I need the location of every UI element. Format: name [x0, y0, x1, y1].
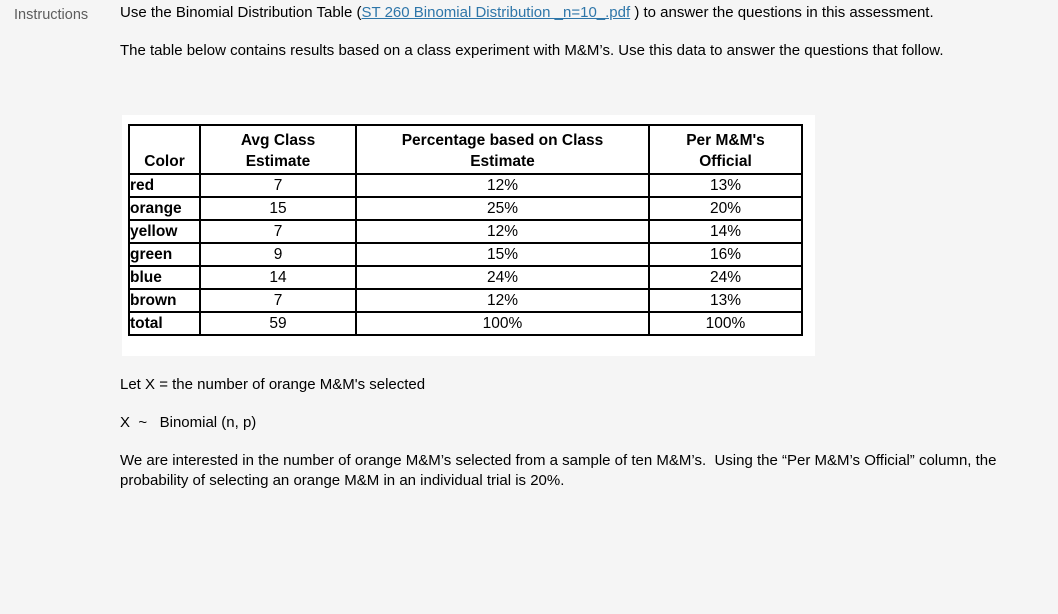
header-line: Avg Class: [240, 132, 316, 149]
value-cell: 7: [199, 288, 357, 313]
table-intro-paragraph: The table below contains results based o…: [120, 42, 944, 59]
header-line: Percentage based on Class: [401, 132, 604, 149]
header-line: Estimate: [470, 153, 535, 170]
header-percentage-class-estimate: Percentage based on Class Estimate: [355, 124, 650, 175]
value-cell: 100%: [648, 311, 803, 336]
value-cell: 14%: [648, 219, 803, 244]
table-row: blue 14 24% 24%: [128, 265, 803, 290]
value-cell: 15: [199, 196, 357, 221]
color-cell: total: [128, 311, 201, 336]
color-cell: yellow: [128, 219, 201, 244]
value-cell: 100%: [355, 311, 650, 336]
table-row: yellow 7 12% 14%: [128, 219, 803, 244]
mm-results-table: Color Avg Class Estimate Percentage base…: [128, 124, 803, 336]
color-cell: blue: [128, 265, 201, 290]
value-cell: 7: [199, 219, 357, 244]
value-cell: 25%: [355, 196, 650, 221]
header-line: Color: [144, 153, 185, 170]
header-line: Official: [699, 153, 752, 170]
mm-table-header: Color Avg Class Estimate Percentage base…: [128, 124, 803, 175]
binomial-table-pdf-link[interactable]: ST 260 Binomial Distribution _n=10_.pdf: [361, 4, 631, 21]
value-cell: 15%: [355, 242, 650, 267]
table-row: green 9 15% 16%: [128, 242, 803, 267]
color-cell: red: [128, 173, 201, 198]
color-cell: orange: [128, 196, 201, 221]
value-cell: 13%: [648, 173, 803, 198]
mm-table-image-panel: Color Avg Class Estimate Percentage base…: [122, 115, 815, 356]
value-cell: 16%: [648, 242, 803, 267]
intro-text-before-link: Use the Binomial Distribution Table (: [120, 4, 362, 21]
value-cell: 12%: [355, 173, 650, 198]
value-cell: 12%: [355, 219, 650, 244]
header-line: Per M&M's: [686, 132, 765, 149]
color-cell: green: [128, 242, 201, 267]
value-cell: 24%: [355, 265, 650, 290]
table-row: orange 15 25% 20%: [128, 196, 803, 221]
header-line: Estimate: [245, 153, 311, 170]
intro-text-after-link: ) to answer the questions in this assess…: [630, 4, 934, 21]
value-cell: 14: [199, 265, 357, 290]
value-cell: 12%: [355, 288, 650, 313]
value-cell: 9: [199, 242, 357, 267]
value-cell: 20%: [648, 196, 803, 221]
value-cell: 24%: [648, 265, 803, 290]
header-per-mm-official: Per M&M's Official: [648, 124, 803, 175]
value-cell: 59: [199, 311, 357, 336]
header-avg-class-estimate: Avg Class Estimate: [199, 124, 357, 175]
color-cell: brown: [128, 288, 201, 313]
let-x-definition: Let X = the number of orange M&M's selec…: [120, 376, 426, 393]
value-cell: 7: [199, 173, 357, 198]
intro-paragraph: Use the Binomial Distribution Table (ST …: [120, 0, 1025, 23]
instructions-content: Use the Binomial Distribution Table (ST …: [120, 0, 1025, 491]
table-row: total 59 100% 100%: [128, 311, 803, 336]
table-row: red 7 12% 13%: [128, 173, 803, 198]
closing-paragraph: We are interested in the number of orang…: [120, 452, 1001, 489]
header-color: Color: [128, 124, 201, 175]
table-row: brown 7 12% 13%: [128, 288, 803, 313]
instructions-panel-label: Instructions: [14, 7, 89, 23]
mm-table-body: red 7 12% 13% orange 15 25% 20% yellow 7 12% 14% gre…: [128, 173, 803, 336]
binomial-distribution-statement: X ~ Binomial (n, p): [120, 414, 257, 431]
value-cell: 13%: [648, 288, 803, 313]
header-row: Color Avg Class Estimate Percentage base…: [128, 124, 803, 175]
